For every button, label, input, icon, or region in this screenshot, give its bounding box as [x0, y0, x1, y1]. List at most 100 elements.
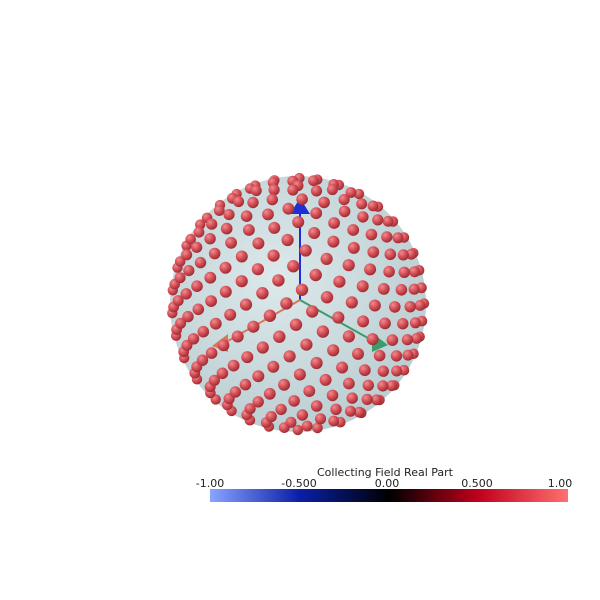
sample-point — [303, 385, 316, 397]
sample-point — [367, 200, 379, 212]
sample-point — [391, 365, 403, 377]
sample-point — [266, 193, 278, 206]
sample-point — [347, 241, 360, 254]
sample-point — [347, 224, 360, 236]
sample-point — [409, 317, 421, 329]
sample-point — [241, 351, 254, 364]
sample-point — [287, 260, 300, 273]
sample-point — [345, 405, 356, 417]
sample-point — [240, 210, 253, 222]
sample-point — [367, 246, 380, 258]
sample-point — [401, 334, 413, 346]
sample-point — [338, 205, 351, 218]
sample-point — [342, 259, 355, 272]
sample-point — [320, 291, 334, 304]
sample-point — [256, 341, 269, 354]
sample-point — [292, 216, 305, 229]
sample-point — [213, 205, 225, 216]
sample-point — [208, 374, 220, 386]
colorbar-tick-mid: 0.00 — [374, 477, 400, 490]
sample-point — [306, 305, 319, 318]
sample-point — [250, 185, 262, 197]
sample-point — [252, 396, 264, 408]
sample-point — [310, 356, 323, 370]
sample-point — [357, 315, 370, 328]
sample-point — [310, 400, 323, 412]
sample-point — [289, 318, 303, 331]
sample-point — [389, 301, 401, 313]
sample-point — [273, 330, 286, 343]
sample-point — [330, 403, 342, 415]
sample-point — [405, 248, 417, 260]
sample-point — [397, 318, 409, 330]
sample-point — [392, 232, 404, 244]
sample-point — [382, 215, 394, 227]
sample-point — [235, 275, 248, 288]
sample-point — [310, 185, 323, 197]
sample-point — [204, 271, 217, 284]
sample-point — [193, 226, 205, 238]
sample-point — [192, 303, 205, 316]
sample-point — [353, 188, 365, 200]
sample-point — [233, 196, 245, 208]
sample-point — [196, 354, 209, 366]
colorbar-title: Collecting Field Real Part — [317, 466, 453, 479]
sample-point — [308, 175, 319, 187]
sample-point — [227, 359, 240, 372]
sample-point — [175, 317, 187, 329]
sample-point — [205, 347, 218, 359]
sample-point — [219, 285, 232, 298]
sample-point — [342, 330, 355, 343]
sample-point — [398, 266, 410, 278]
sample-point — [352, 347, 364, 360]
sample-point — [358, 364, 371, 377]
sample-point — [397, 249, 409, 261]
sample-point — [390, 350, 403, 362]
sample-point — [384, 248, 397, 261]
sample-point — [288, 395, 300, 407]
sample-point — [377, 365, 389, 377]
sample-point — [185, 233, 196, 245]
sample-point — [263, 309, 277, 322]
sample-point — [320, 252, 333, 265]
sample-point — [326, 184, 338, 196]
sample-point — [224, 308, 237, 321]
sample-point — [301, 420, 313, 432]
sample-point — [333, 275, 346, 288]
sample-point — [345, 187, 357, 198]
sample-point — [296, 409, 309, 421]
colorbar-tick-low: -0.500 — [281, 477, 317, 490]
sample-point — [247, 196, 259, 209]
sample-point — [239, 298, 253, 311]
colorbar-tick-high: 0.500 — [461, 477, 493, 490]
sample-point — [208, 247, 221, 260]
sample-point — [295, 283, 309, 296]
sample-point — [414, 300, 426, 311]
sample-point — [409, 266, 421, 278]
sample-point — [272, 274, 285, 287]
sample-point — [308, 227, 321, 239]
sample-point — [293, 368, 306, 381]
sample-point — [316, 325, 330, 338]
colorbar — [210, 489, 568, 502]
sample-point — [336, 361, 349, 374]
sample-point — [251, 263, 264, 276]
sample-point — [310, 207, 323, 220]
sample-point — [216, 367, 229, 380]
sample-point — [327, 344, 340, 357]
sample-point — [220, 222, 233, 235]
sample-point — [243, 224, 255, 236]
sample-point — [263, 387, 276, 400]
sample-point — [364, 263, 377, 276]
sample-point — [235, 250, 248, 263]
sample-point — [252, 370, 265, 383]
sample-point — [357, 211, 369, 223]
sample-point — [356, 280, 369, 293]
sample-point — [172, 295, 184, 307]
sample-point — [296, 193, 308, 205]
sample-point — [267, 360, 280, 373]
colorbar-tick-max: 1.00 — [547, 477, 573, 490]
sample-point — [356, 198, 368, 210]
sample-point — [191, 241, 203, 253]
